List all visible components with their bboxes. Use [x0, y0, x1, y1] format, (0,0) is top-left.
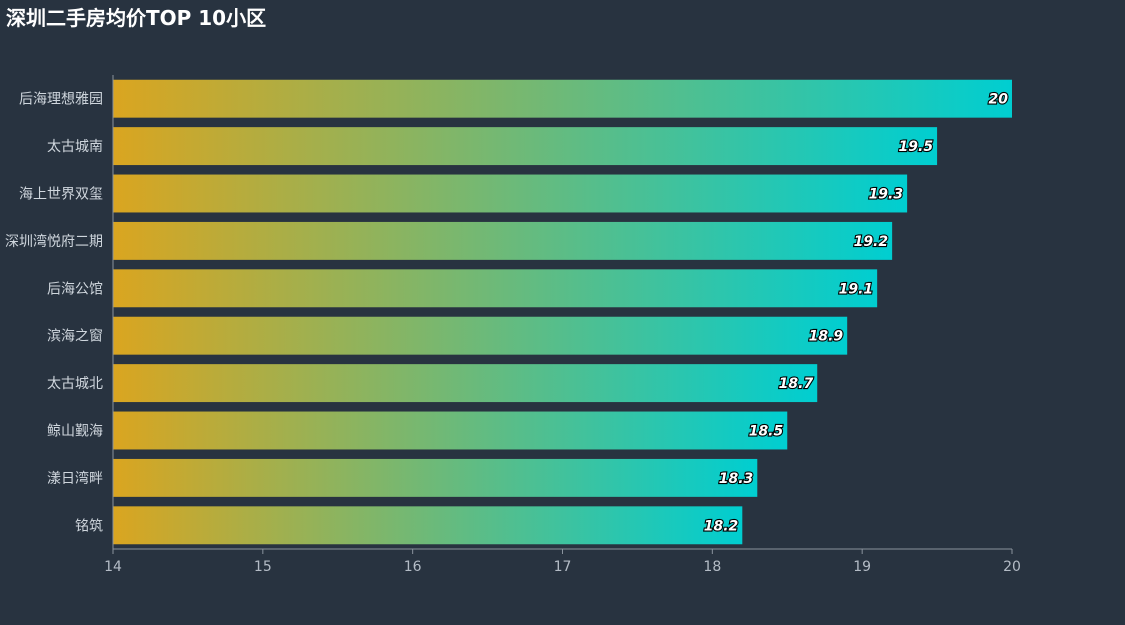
value-label-9: 18.3 — [719, 471, 754, 487]
value-label-6: 18.9 — [809, 329, 844, 345]
bar-4 — [113, 221, 893, 260]
bar-8 — [113, 411, 788, 450]
category-label-5: 后海公馆 — [47, 281, 103, 297]
category-label-7: 太古城北 — [47, 376, 103, 392]
bar-2 — [113, 127, 938, 166]
bar-1 — [113, 79, 1012, 118]
bar-5 — [113, 269, 878, 308]
value-label-10: 18.2 — [704, 518, 739, 534]
value-label-5: 19.1 — [839, 281, 874, 297]
value-label-7: 18.7 — [779, 376, 814, 392]
category-label-8: 鲸山觐海 — [47, 424, 103, 440]
x-tick-label-1: 14 — [104, 559, 122, 575]
x-tick-label-5: 18 — [703, 559, 721, 575]
bar-9 — [113, 458, 758, 497]
value-label-4: 19.2 — [854, 234, 889, 250]
category-label-4: 深圳湾悦府二期 — [5, 233, 103, 250]
category-label-10: 铭筑 — [75, 518, 103, 534]
value-label-1: 20 — [989, 92, 1009, 108]
category-label-9: 漾日湾畔 — [47, 470, 103, 487]
x-tick-label-4: 17 — [554, 559, 572, 575]
bar-3 — [113, 174, 908, 213]
value-label-8: 18.5 — [749, 424, 784, 440]
value-label-3: 19.3 — [869, 187, 904, 203]
category-label-3: 海上世界双玺 — [19, 187, 103, 203]
value-label-2: 19.5 — [899, 139, 934, 155]
bar-10 — [113, 506, 743, 545]
category-label-1: 后海理想雅园 — [19, 92, 103, 108]
bar-7 — [113, 364, 818, 403]
bar-6 — [113, 316, 848, 355]
x-tick-label-7: 20 — [1003, 559, 1021, 575]
chart-title: 深圳二手房均价TOP 10小区 — [6, 6, 267, 30]
category-label-6: 滨海之窗 — [47, 328, 103, 345]
x-tick-label-3: 16 — [404, 559, 422, 575]
category-label-2: 太古城南 — [47, 139, 103, 155]
x-tick-label-2: 15 — [254, 559, 272, 575]
x-tick-label-6: 19 — [853, 559, 871, 575]
